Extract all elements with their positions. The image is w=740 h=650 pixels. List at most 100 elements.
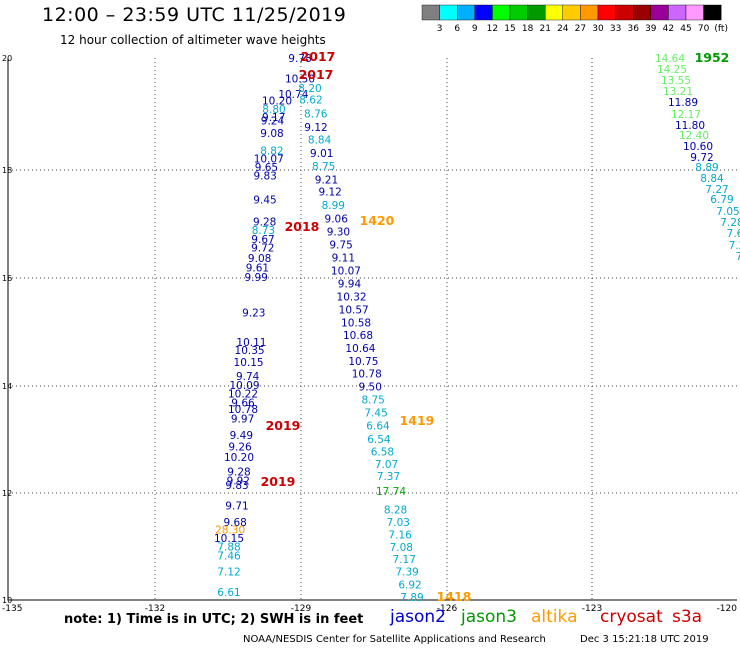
wave-height-value: 10.15 — [214, 533, 244, 545]
wave-height-value: 10.64 — [345, 343, 375, 355]
wave-height-value: 6.61 — [217, 587, 240, 599]
wave-height-value: 9.75 — [329, 240, 352, 252]
pass-time-label: 1419 — [400, 413, 435, 428]
wave-height-value: 6.92 — [398, 579, 421, 591]
scale-swatch — [597, 4, 616, 21]
time-labels: 2017 2017 2018 2019 2019 1420 1419 1418 1952 — [261, 49, 730, 604]
wave-height-value: 9.08 — [260, 128, 283, 140]
wave-height-value: 10.58 — [341, 318, 371, 330]
y-tick-label: 20 — [2, 54, 12, 63]
wave-height-value: 9.12 — [318, 187, 341, 199]
wave-height-value: 10.57 — [339, 304, 369, 316]
wave-height-value: 14.25 — [657, 64, 687, 76]
wave-height-value: 6.54 — [367, 434, 391, 446]
wave-height-value: 8.62 — [299, 95, 322, 107]
satellite-jason3: jason3 — [461, 607, 517, 627]
wave-height-value: 28.30 — [215, 524, 245, 536]
map-frame — [7, 58, 737, 601]
satellite-jason2: jason2 — [390, 607, 446, 627]
pass-time-label: 2017 — [299, 67, 334, 82]
wave-height-value: 8.76 — [304, 108, 328, 120]
y-tick-label: 16 — [2, 274, 12, 283]
wave-height-value: 9.23 — [242, 308, 265, 320]
pass-time-label: 1420 — [360, 213, 395, 228]
y-tick-label: 10 — [2, 596, 12, 605]
pass-time-label: 1418 — [437, 589, 472, 604]
wave-height-value: 10.22 — [228, 389, 258, 401]
x-tick-label: -126 — [437, 604, 458, 614]
scale-label: 45 — [680, 24, 691, 34]
wave-height-value: 9.11 — [332, 253, 355, 265]
wave-height-value: 9.94 — [338, 279, 362, 291]
scale-label: 36 — [627, 24, 639, 34]
wave-height-value: 7.88 — [217, 542, 240, 554]
wave-height-value: 8.89 — [695, 162, 718, 174]
scale-swatch — [457, 4, 476, 21]
wave-height-value: 9.97 — [231, 413, 254, 425]
x-tick-label: -120 — [717, 604, 738, 614]
scale-label: 12 — [487, 24, 498, 34]
wave-height-value: 13.55 — [661, 75, 691, 87]
wave-height-value: 9.72 — [251, 243, 274, 255]
wave-height-value: 13.21 — [663, 86, 693, 98]
scale-swatch — [421, 4, 440, 21]
scale-label: (ft) — [714, 24, 728, 34]
wave-height-value: 7.37 — [377, 471, 400, 483]
scale-swatch — [685, 4, 704, 21]
scale-label: 27 — [575, 24, 586, 34]
wave-height-value: 9.92 — [227, 475, 250, 487]
wave-height-value: 9.72 — [690, 152, 713, 164]
wave-height-value: 10.32 — [337, 292, 367, 304]
scale-swatch — [615, 4, 634, 21]
x-tick-label: -132 — [145, 604, 165, 614]
wave-height-value: 8.80 — [262, 104, 285, 116]
y-tick-label: 18 — [2, 166, 12, 175]
wave-height-value: 9.28 — [253, 216, 276, 228]
wave-height-value: 7.39 — [395, 567, 418, 579]
scale-label: 18 — [522, 24, 534, 34]
wave-height-value: 9.78 — [288, 53, 311, 65]
wave-height-value: 7.07 — [375, 459, 398, 471]
wave-height-tracks: 9.7810.5010.7410.208.809.179.249.088.821… — [214, 53, 740, 604]
wave-height-value: 8.84 — [308, 135, 332, 147]
wave-height-value: 6.79 — [710, 194, 733, 206]
wave-height-value: 9.28 — [227, 467, 250, 479]
timestamp: Dec 3 15:21:18 UTC 2019 — [580, 634, 709, 645]
wave-height-value: 9.01 — [310, 148, 333, 160]
scale-label: 30 — [592, 24, 604, 34]
pass-time-label: 2019 — [266, 418, 301, 433]
scale-swatch — [509, 4, 528, 21]
wave-height-value: 8.73 — [252, 225, 275, 237]
wave-height-value: 9.66 — [231, 397, 255, 409]
satellite-altika: altika — [531, 607, 578, 627]
wave-height-value: 10.78 — [228, 404, 258, 416]
wave-height-value: 9.45 — [253, 194, 276, 206]
wave-height-value: 10.78 — [352, 369, 382, 381]
wave-height-value: 7.12 — [217, 566, 240, 578]
wave-height-value: 8.28 — [384, 504, 407, 516]
scale-label: 33 — [610, 24, 621, 34]
wave-height-value: 8.99 — [322, 200, 345, 212]
wave-height-value: 9.06 — [325, 213, 349, 225]
wave-height-value: 9.49 — [230, 430, 253, 442]
page-subtitle: 12 hour collection of altimeter wave hei… — [60, 33, 326, 47]
wave-height-value: 9.61 — [246, 263, 269, 275]
scale-swatch — [650, 4, 669, 21]
scale-swatch — [580, 4, 599, 21]
color-scale: 3 6 9 12 15 18 21 24 27 30 33 36 39 42 45 70 (ft) — [421, 4, 728, 34]
wave-height-value: 7.27 — [705, 184, 728, 196]
wave-height-value: 9.71 — [225, 501, 248, 513]
y-tick-label: 14 — [2, 382, 12, 391]
wave-height-value: 10.50 — [285, 74, 315, 86]
wave-height-value: 7.03 — [387, 517, 410, 529]
wave-height-value: 10.35 — [235, 345, 265, 357]
scale-label: 24 — [557, 24, 569, 34]
scale-swatch — [562, 4, 581, 21]
wave-height-value: 7.46 — [217, 550, 241, 562]
wave-height-value: 9.83 — [225, 480, 248, 492]
wave-height-value: 9.24 — [261, 116, 285, 128]
wave-height-value: 6.58 — [371, 447, 394, 459]
